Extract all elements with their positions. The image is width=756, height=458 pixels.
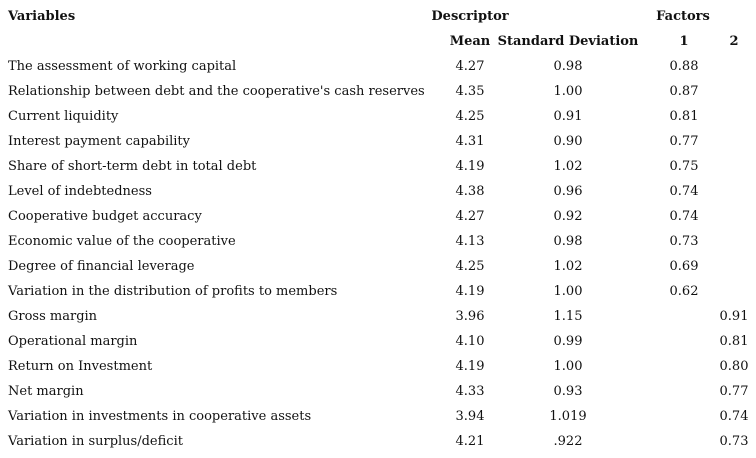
cell-value: 4.19 — [455, 159, 485, 174]
cell-value: 1.00 — [553, 284, 583, 299]
cell-value: 0.77 — [669, 134, 699, 149]
cell-value: 4.35 — [455, 84, 485, 99]
header-variables: Variables — [8, 9, 76, 24]
cell-value: 1.02 — [553, 259, 583, 274]
cell-value: 1.019 — [549, 409, 587, 424]
cell-value: 4.33 — [455, 384, 485, 399]
variable-name: Return on Investment — [8, 359, 153, 374]
cell-value: 0.98 — [553, 234, 583, 249]
cell-value: 4.38 — [455, 184, 485, 199]
cell-value: 3.96 — [455, 309, 485, 324]
column-header: 2 — [729, 34, 739, 49]
variable-name: Variation in investments in cooperative … — [8, 409, 312, 424]
cell-value: 0.73 — [669, 234, 699, 249]
variable-name: Share of short-term debt in total debt — [8, 159, 257, 174]
variable-name: Relationship between debt and the cooper… — [8, 84, 425, 99]
cell-value: 4.21 — [455, 434, 485, 449]
cell-value: 0.73 — [719, 434, 749, 449]
cell-value: 1.15 — [553, 309, 583, 324]
cell-value: 0.98 — [553, 59, 583, 74]
cell-value: 4.25 — [455, 109, 485, 124]
variable-name: Variation in surplus/deficit — [8, 434, 183, 449]
cell-value: 0.96 — [553, 184, 583, 199]
variable-name: Operational margin — [8, 334, 138, 349]
variable-name: Variation in the distribution of profits… — [8, 284, 338, 299]
cell-value: 0.77 — [719, 384, 749, 399]
cell-value: 4.27 — [455, 59, 485, 74]
cell-value: 4.31 — [455, 134, 485, 149]
cell-value: .922 — [553, 434, 583, 449]
cell-value: 0.93 — [553, 384, 583, 399]
cell-value: 0.80 — [719, 359, 749, 374]
variable-name: Cooperative budget accuracy — [8, 209, 202, 224]
variable-name: The assessment of working capital — [8, 59, 237, 74]
variable-name: Level of indebtedness — [8, 184, 152, 199]
cell-value: 0.62 — [669, 284, 699, 299]
cell-value: 0.88 — [669, 59, 699, 74]
header-descriptor: Descriptor — [431, 9, 509, 24]
cell-value: 0.81 — [669, 109, 699, 124]
cell-value: 4.19 — [455, 284, 485, 299]
column-header: Standard Deviation — [497, 34, 639, 49]
cell-value: 0.99 — [553, 334, 583, 349]
variable-name: Degree of financial leverage — [8, 259, 195, 274]
variable-name: Gross margin — [8, 309, 98, 324]
variable-name: Net margin — [8, 384, 84, 399]
column-header: Mean — [449, 34, 491, 49]
variable-name: Interest payment capability — [8, 134, 190, 149]
cell-value: 0.91 — [719, 309, 749, 324]
header-factors: Factors — [656, 9, 710, 24]
cell-value: 4.25 — [455, 259, 485, 274]
cell-value: 0.90 — [553, 134, 583, 149]
cell-value: 0.81 — [719, 334, 749, 349]
cell-value: 4.19 — [455, 359, 485, 374]
cell-value: 0.92 — [553, 209, 583, 224]
cell-value: 0.74 — [719, 409, 749, 424]
cell-value: 1.02 — [553, 159, 583, 174]
cell-value: 3.94 — [455, 409, 485, 424]
cell-value: 4.27 — [455, 209, 485, 224]
cell-value: 1.00 — [553, 359, 583, 374]
cell-value: 0.74 — [669, 209, 699, 224]
variable-name: Economic value of the cooperative — [8, 234, 236, 249]
cell-value: 0.87 — [669, 84, 699, 99]
cell-value: 1.00 — [553, 84, 583, 99]
column-header: 1 — [679, 34, 689, 49]
cell-value: 0.69 — [669, 259, 699, 274]
variable-name: Current liquidity — [8, 109, 119, 124]
cell-value: 0.75 — [669, 159, 699, 174]
cell-value: 0.74 — [669, 184, 699, 199]
cell-value: 0.91 — [553, 109, 583, 124]
cell-value: 4.13 — [455, 234, 485, 249]
cell-value: 4.10 — [455, 334, 485, 349]
